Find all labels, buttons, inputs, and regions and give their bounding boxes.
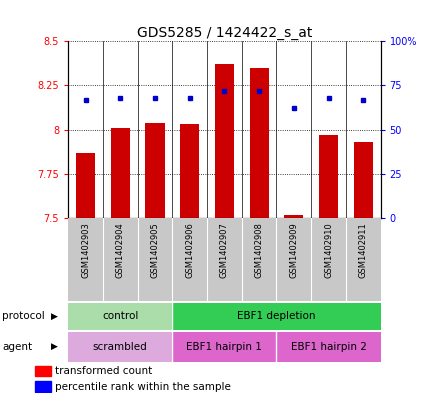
Bar — [180, 125, 199, 218]
Bar — [68, 303, 172, 330]
Text: EBF1 depletion: EBF1 depletion — [237, 311, 316, 321]
Text: transformed count: transformed count — [55, 366, 152, 376]
Bar — [249, 68, 269, 218]
Bar — [111, 128, 130, 218]
Text: protocol: protocol — [2, 311, 45, 321]
Text: GSM1402904: GSM1402904 — [116, 222, 125, 278]
Bar — [276, 332, 381, 362]
Text: EBF1 hairpin 1: EBF1 hairpin 1 — [187, 342, 262, 352]
Text: GSM1402907: GSM1402907 — [220, 222, 229, 278]
Bar — [215, 64, 234, 218]
Bar — [76, 152, 95, 218]
Text: GSM1402906: GSM1402906 — [185, 222, 194, 278]
Bar — [172, 332, 276, 362]
Bar — [172, 303, 381, 330]
Bar — [68, 332, 172, 362]
Text: GSM1402910: GSM1402910 — [324, 222, 333, 278]
Bar — [319, 135, 338, 218]
Text: GSM1402908: GSM1402908 — [255, 222, 264, 278]
Text: EBF1 hairpin 2: EBF1 hairpin 2 — [290, 342, 367, 352]
Text: GSM1402903: GSM1402903 — [81, 222, 90, 278]
Bar — [354, 142, 373, 218]
Bar — [35, 381, 51, 391]
Text: ▶: ▶ — [51, 342, 58, 351]
Text: percentile rank within the sample: percentile rank within the sample — [55, 382, 231, 391]
Text: agent: agent — [2, 342, 32, 352]
Bar — [284, 215, 303, 218]
Text: control: control — [102, 311, 139, 321]
Text: GSM1402909: GSM1402909 — [290, 222, 298, 278]
Text: scrambled: scrambled — [93, 342, 148, 352]
Text: GSM1402911: GSM1402911 — [359, 222, 368, 278]
Text: ▶: ▶ — [51, 312, 58, 321]
Text: GSM1402905: GSM1402905 — [150, 222, 159, 278]
Title: GDS5285 / 1424422_s_at: GDS5285 / 1424422_s_at — [137, 26, 312, 40]
Bar — [35, 365, 51, 376]
Bar — [146, 123, 165, 218]
